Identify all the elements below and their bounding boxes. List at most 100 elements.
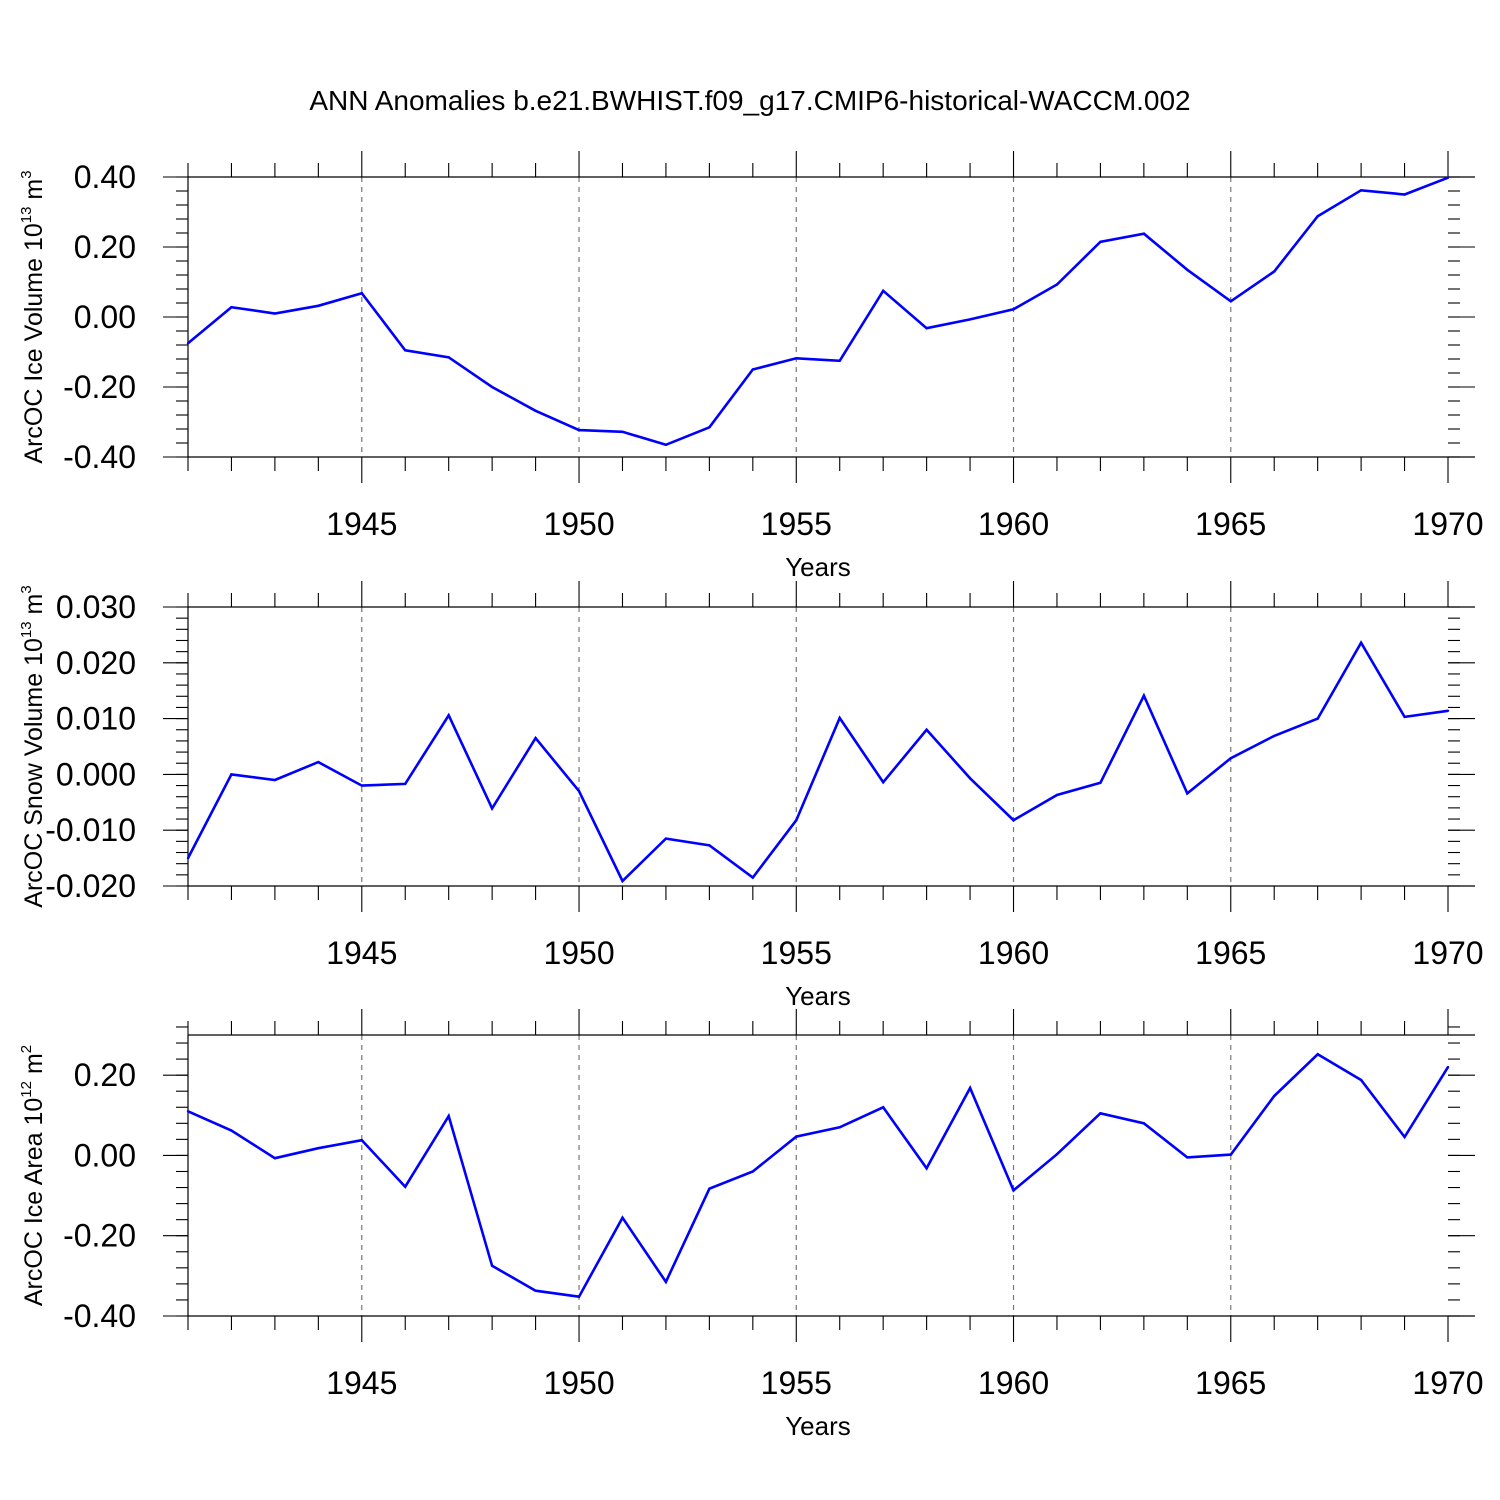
data-point (1099, 781, 1102, 784)
data-point (404, 782, 407, 786)
data-point (1359, 641, 1363, 644)
y-axis-title-unit-exponent: 2 (18, 1045, 35, 1053)
panel-2: 1945 1950 1955 1960 1965 1970 Years -0.020 -0.01… (18, 581, 1484, 1011)
x-tick-label: 1950 (543, 506, 614, 542)
panel-3: 1945 1950 1955 1960 1965 1970 Years -0.40 -0.20 0… (18, 1009, 1484, 1441)
data-point (882, 1106, 885, 1109)
y-axis-title-unit: m (20, 1053, 48, 1081)
data-point (360, 1139, 363, 1142)
data-point (1142, 694, 1146, 697)
data-point (795, 819, 798, 822)
x-tick-label: 1960 (978, 506, 1049, 542)
data-point (1229, 1153, 1233, 1156)
data-point (1273, 1094, 1276, 1098)
y-axis-title: ArcOC Ice Area 1012 m2 (18, 1045, 48, 1306)
data-point (1012, 308, 1015, 311)
data-point (968, 777, 972, 780)
data-point (1446, 176, 1450, 179)
data-point (490, 807, 494, 810)
data-point (230, 773, 233, 776)
data-point (360, 292, 363, 295)
data-point (1186, 1156, 1189, 1159)
x-axis-title: Years (785, 552, 851, 582)
data-point (1403, 715, 1406, 719)
data-point (186, 342, 190, 345)
y-tick-label: 0.20 (74, 1057, 136, 1093)
data-point (1273, 270, 1276, 273)
x-axis-title: Years (785, 981, 851, 1011)
data-point (968, 318, 972, 321)
data-point (186, 1110, 190, 1113)
data-point (664, 443, 668, 446)
data-point (1403, 1135, 1406, 1139)
data-point (1055, 283, 1059, 286)
x-tick-label: 1945 (326, 506, 397, 542)
y-axis-title-unit-exponent: 3 (18, 170, 35, 178)
data-point (1359, 1078, 1363, 1082)
y-tick-label: -0.20 (63, 369, 136, 405)
data-point (273, 778, 277, 782)
data-point (1055, 793, 1059, 797)
data-point (1316, 717, 1319, 720)
data-point (230, 1129, 233, 1132)
y-tick-label: -0.40 (63, 1298, 136, 1334)
data-point (838, 359, 841, 362)
y-axis-title-text: ArcOC Ice Area 10 (20, 1098, 48, 1306)
data-point (490, 1264, 494, 1268)
data-point (404, 349, 407, 352)
data-point (230, 306, 233, 309)
data-point (534, 1289, 537, 1292)
data-point (621, 879, 624, 883)
data-point (621, 1216, 624, 1219)
y-tick-label: -0.40 (63, 439, 136, 475)
data-point (1273, 734, 1276, 738)
data-point (708, 426, 711, 429)
y-axis-title-unit: m (20, 594, 48, 622)
data-point (1186, 268, 1189, 271)
data-point (577, 428, 581, 432)
x-tick-label: 1945 (326, 935, 397, 971)
data-point (447, 1114, 450, 1118)
y-tick-label: -0.020 (45, 868, 136, 904)
data-point (447, 356, 450, 359)
data-point (447, 714, 450, 717)
data-point (1446, 1065, 1450, 1069)
series-line (187, 1052, 1450, 1299)
y-tick-label: 0.40 (74, 159, 136, 195)
data-point (186, 856, 190, 860)
data-point (925, 327, 928, 330)
data-point (1229, 757, 1233, 760)
data-point (1316, 1053, 1319, 1056)
data-point (317, 1147, 320, 1150)
data-point (1012, 1189, 1015, 1192)
data-point (360, 784, 363, 787)
y-tick-label: 0.00 (74, 299, 136, 335)
data-point (925, 728, 928, 731)
data-point (577, 1295, 581, 1298)
x-axis-title: Years (785, 1411, 851, 1441)
data-point (664, 837, 668, 840)
data-point (795, 1135, 798, 1138)
panel-1: 1945 1950 1955 1960 1965 1970 Years -0.40 -0.20 0… (18, 151, 1484, 582)
y-axis-title-unit: m (20, 179, 48, 207)
y-axis-title-unit-exponent: 3 (18, 585, 35, 593)
data-point (751, 876, 754, 879)
y-tick-label: 0.000 (56, 756, 136, 792)
data-point (968, 1086, 972, 1090)
x-tick-label: 1970 (1412, 935, 1483, 971)
y-axis-title: ArcOC Ice Volume 1013 m3 (18, 170, 48, 463)
data-point (664, 1280, 668, 1284)
y-tick-label: -0.010 (45, 812, 136, 848)
data-point (882, 289, 885, 292)
y-tick-label: 0.20 (74, 229, 136, 265)
data-point (1359, 189, 1363, 192)
data-point (1403, 193, 1406, 196)
data-point (795, 357, 798, 360)
x-tick-label: 1960 (978, 935, 1049, 971)
y-axis-title-text: ArcOC Ice Volume 10 (20, 223, 48, 463)
x-tick-label: 1965 (1195, 1365, 1266, 1401)
x-tick-label: 1950 (543, 1365, 614, 1401)
data-point (925, 1167, 928, 1170)
data-point (751, 368, 754, 371)
